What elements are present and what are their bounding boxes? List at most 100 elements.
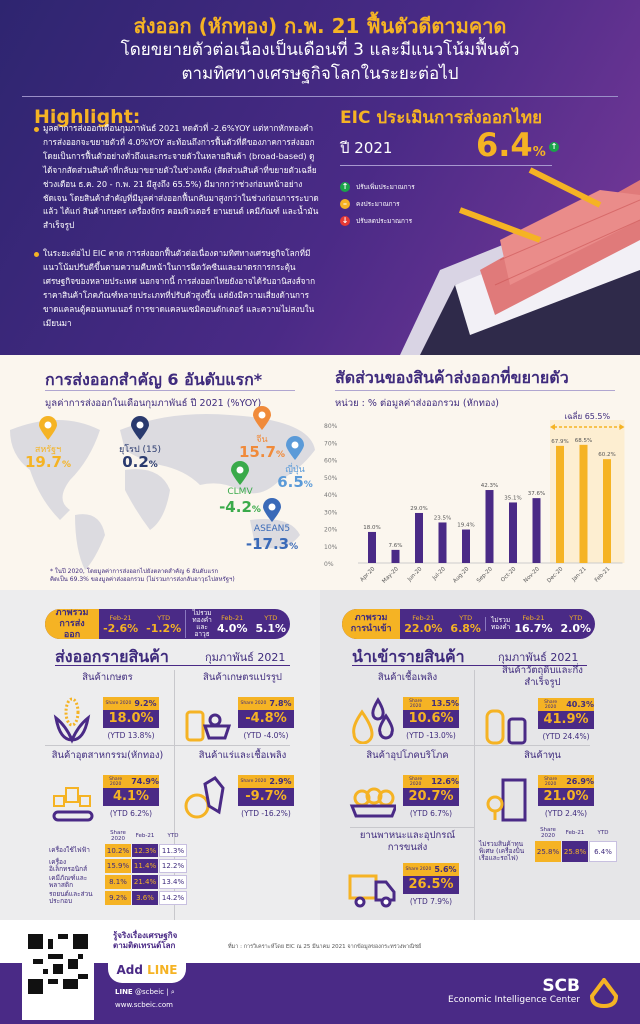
card-title: สินค้าทุน — [524, 750, 561, 761]
divider — [340, 165, 552, 166]
y-tick-label: 60% — [324, 458, 338, 465]
divider — [55, 665, 290, 666]
divider — [335, 390, 615, 391]
truck-icon — [348, 874, 396, 908]
bar-Feb-21 — [603, 459, 611, 563]
footer-band — [0, 963, 640, 1024]
divider — [45, 390, 295, 391]
growth-value: 10.6% — [403, 710, 459, 728]
market-name: ญี่ปุ่น — [285, 465, 305, 475]
building-icon — [486, 778, 527, 822]
divider — [350, 827, 475, 828]
divider — [352, 665, 587, 666]
imports-month: กุมภาพันธ์ 2021 — [498, 651, 579, 664]
bar-Oct-20 — [509, 502, 517, 563]
export-ytd: YTD -1.2% — [146, 613, 182, 635]
card-title: สินค้าแร่และเชื้อเพลิง — [198, 750, 287, 761]
divider — [22, 96, 618, 97]
bar-Sep-20 — [485, 490, 494, 563]
column-header: Share 2020 — [540, 827, 556, 839]
x-tick-label: Jul-20 — [431, 566, 447, 582]
mineral-icon — [184, 776, 225, 819]
row-label: เคมีภัณฑ์และพลาสติก — [49, 874, 88, 889]
export-ex-gold-label: ไม่รวม ทองคำ และอาวุธ — [185, 610, 213, 638]
table-header: Share 2020 Feb-21 YTD — [49, 830, 187, 842]
forecast-unit: % — [532, 145, 546, 160]
ytd-cell: 11.3% — [159, 844, 187, 857]
ytd-cell: 6.4% — [589, 841, 617, 862]
markets-subtitle: มูลค่าการส่งออกในเดือนกุมภาพันธ์ ปี 2021… — [45, 398, 262, 409]
ytd-cell: 14.2% — [159, 891, 187, 905]
footnote-line: * ในปี 2020, โดยมูลค่าการส่งออกไปยังตลาด… — [50, 568, 219, 575]
add-line-button[interactable]: Add LINE — [108, 957, 186, 983]
growth-value: 4.1% — [103, 788, 159, 806]
data-label: 7.6% — [389, 543, 403, 549]
exports-month: กุมภาพันธ์ 2021 — [205, 651, 286, 664]
ytd-cell: 12.2% — [159, 859, 187, 873]
market-name: ASEAN5 — [253, 524, 291, 534]
import-card: สินค้าวัตถุดิบและกึ่งสำเร็จรูป Share 202… — [475, 665, 610, 745]
scb-logo-icon — [590, 978, 618, 1008]
share-cell: 15.9% — [105, 859, 131, 873]
share-2020-box: Share 2020 9.2% — [103, 697, 159, 710]
data-label: 18.0% — [363, 525, 380, 531]
export-summary-bar: ภาพรวม การส่งออก Feb-21 -2.6% YTD -1.2% ไม่… — [45, 609, 290, 639]
x-tick-label: Jun-20 — [406, 566, 424, 584]
x-tick-label: Sep-20 — [476, 566, 494, 584]
data-label: 19.4% — [457, 523, 474, 529]
qr-code-icon — [28, 934, 88, 994]
export-card: สินค้าเกษตรแปรรูป Share 2020 7.8% -4.8% (… — [175, 672, 310, 752]
y-tick-label: 20% — [324, 527, 338, 534]
y-tick-label: 10% — [324, 544, 338, 551]
markets-title: การส่งออกสำคัญ 6 อันดับแรก* — [45, 370, 263, 389]
export-feb: Feb-21 -2.6% — [103, 613, 139, 635]
data-label: 35.1% — [504, 495, 521, 501]
y-tick-label: 30% — [324, 509, 338, 516]
table-row: เคมีภัณฑ์และพลาสติก 8.1% 21.4% 13.4% — [49, 875, 187, 889]
location-pin-icon — [231, 461, 249, 489]
y-tick-label: 0% — [324, 561, 334, 568]
industrial-subtable: Share 2020 Feb-21 YTD เครื่องใช้ไฟฟ้า 10.2% 1… — [48, 828, 188, 907]
x-tick-label: Nov-20 — [523, 566, 541, 584]
x-tick-label: Jan-21 — [571, 566, 588, 583]
share-2020-box: Share 2020 5.6% — [403, 863, 459, 876]
ytd-value: (YTD 24.4%) — [542, 732, 590, 741]
card-title: สินค้าเกษตร — [82, 672, 133, 683]
column-header: Share 2020 — [110, 830, 126, 842]
highlight-bullet-1: มูลค่าการส่งออกเดือนกุมภาพันธ์ 2021 หดตั… — [34, 122, 319, 233]
data-label: 60.2% — [598, 452, 615, 458]
feb-cell: 21.4% — [132, 875, 158, 889]
page-subtitle-1: โดยขยายตัวต่อเนื่องเป็นเดือนที่ 3 และมีแ… — [120, 40, 520, 60]
bar-Jun-20 — [415, 512, 423, 563]
x-tick-label: Feb-21 — [594, 566, 611, 583]
export-card: สินค้าเกษตร Share 2020 9.2% 18.0% (YTD 13… — [40, 672, 175, 752]
divider — [350, 745, 590, 746]
location-pin-icon — [263, 498, 281, 526]
data-label: 23.5% — [434, 515, 451, 521]
share-cell: 9.2% — [105, 891, 131, 905]
market-name: สหรัฐฯ — [34, 445, 62, 455]
column-header: YTD — [597, 830, 609, 836]
ytd-value: (YTD -13.0%) — [406, 731, 456, 740]
growth-value: 21.0% — [538, 788, 594, 806]
table-row: ไม่รวมสินค้าทุนพิเศษ (เครื่องบิน เรือและ… — [479, 841, 617, 862]
location-pin-icon — [253, 406, 271, 434]
factory-conveyor-icon — [52, 787, 94, 822]
market-value: 19.7% — [24, 453, 72, 471]
export-summary-label: ภาพรวม การส่งออก — [45, 609, 100, 639]
import-card: สินค้าอุปโภคบริโภค Share 2020 12.6% 20.7%… — [340, 750, 475, 830]
imports-title: นำเข้ารายสินค้า — [352, 647, 465, 666]
feb-cell: 12.3% — [132, 844, 158, 857]
market-name: CLMV — [227, 487, 253, 497]
website-link[interactable]: www.scbeic.com — [115, 1001, 173, 1009]
qr-code-panel[interactable] — [22, 928, 94, 1020]
market-value: 15.7% — [238, 443, 286, 461]
y-tick-label: 50% — [324, 475, 338, 482]
eic-forecast-year: ปี 2021 — [340, 139, 393, 157]
market-value: 0.2% — [122, 453, 158, 471]
share-2020-box: Share 2020 7.8% — [238, 697, 294, 710]
bar-Apr-20 — [368, 531, 376, 563]
table-header: Share 2020 Feb-21 YTD — [479, 827, 617, 839]
highlight-title: Highlight: — [34, 106, 141, 128]
line-id[interactable]: LINE @scbeic | ⌕ — [115, 988, 175, 996]
